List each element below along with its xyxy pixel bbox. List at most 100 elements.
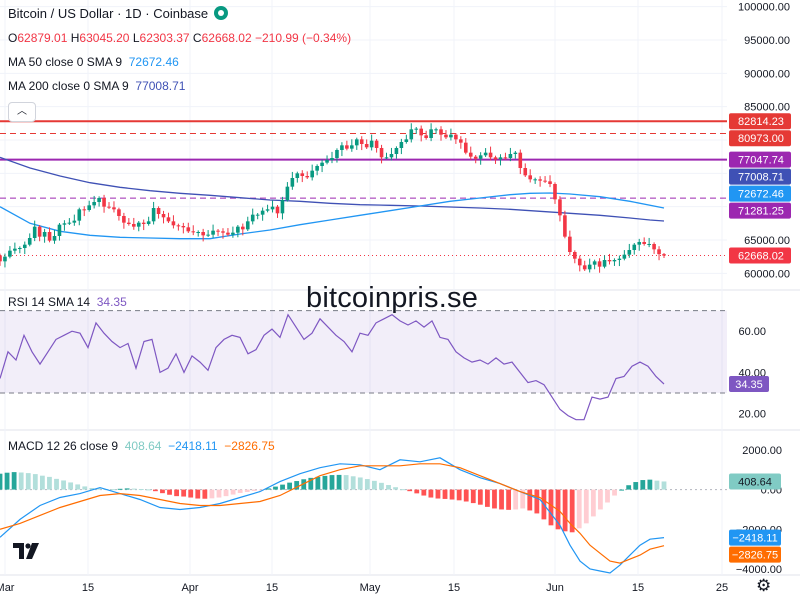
candle-body (488, 152, 493, 158)
candle-body (72, 220, 77, 223)
macd-histogram-bar (237, 489, 243, 493)
candle-body (280, 200, 285, 214)
macd-histogram-bar (25, 473, 31, 490)
macd-tag-label: −2418.11 (732, 533, 777, 545)
candle-body (354, 139, 359, 146)
candle-body (226, 232, 230, 235)
x-tick-label: May (360, 582, 381, 594)
candle-body (632, 244, 637, 250)
candle-body (340, 145, 344, 150)
gear-icon[interactable]: ⚙ (756, 576, 772, 595)
ma200-label: MA 200 close 0 SMA 9 (8, 79, 129, 93)
macd-histogram-bar (89, 488, 95, 490)
macd-histogram-bar (449, 489, 455, 500)
price-axis-label: 65000.00 (744, 235, 790, 247)
macd-histogram-bar (61, 480, 66, 490)
macd-histogram-bar (605, 489, 610, 503)
macd-histogram-bar (534, 489, 540, 514)
candle-body (652, 244, 656, 250)
macd-histogram-bar (287, 482, 293, 490)
chevron-up-icon: ︿ (17, 106, 27, 117)
rsi-value: 34.35 (96, 295, 127, 309)
price-axis-label: 85000.00 (744, 102, 790, 114)
ma200-legend[interactable]: MA 200 close 0 SMA 9 77008.71 (8, 78, 185, 94)
candle-body (463, 142, 468, 153)
candle-body (295, 173, 300, 178)
eye-icon[interactable] (214, 6, 229, 20)
macd-histogram-bar (251, 489, 257, 491)
candle-body (107, 206, 111, 208)
macd-histogram-bar (308, 477, 314, 490)
price-tag (729, 168, 791, 185)
macd-histogram-bar (54, 478, 59, 490)
candle-body (102, 198, 106, 207)
macd-histogram-bar (39, 475, 45, 490)
candle-body (454, 134, 458, 140)
candle-body (127, 222, 131, 224)
macd-label: MACD 12 26 close 9 (8, 439, 119, 453)
macd-histogram-bar (548, 489, 554, 526)
candle-body (533, 179, 537, 181)
x-tick-label: 15 (266, 582, 278, 594)
macd-histogram-bar (131, 488, 137, 490)
macd-histogram-bar (167, 489, 172, 495)
candle-body (191, 231, 196, 233)
ma50-value: 72672.46 (128, 55, 179, 69)
macd-histogram-bar (117, 488, 123, 490)
macd-histogram-bar (654, 480, 660, 490)
candle-body (310, 170, 314, 178)
price-tag (729, 113, 791, 130)
macd-histogram-bar (463, 489, 469, 502)
macd-tag (729, 546, 781, 563)
x-tick-label: Apr (181, 582, 198, 594)
candle-body (444, 134, 448, 138)
candle-body (364, 144, 369, 148)
macd-histogram-bar (612, 489, 617, 496)
macd-histogram-bar (322, 475, 328, 490)
macd-axis-label: −4000.00 (736, 564, 782, 576)
candle-body (166, 217, 171, 222)
price-tag-label: 80973.00 (738, 133, 784, 145)
macd-histogram-bar (583, 489, 589, 524)
macd-legend[interactable]: MACD 12 26 close 9 408.64 −2418.11 −2826… (8, 438, 275, 454)
candle-body (290, 178, 295, 187)
macd-histogram-bar (477, 489, 483, 505)
candle-body (568, 236, 572, 252)
macd-histogram-bar (435, 489, 441, 499)
macd-histogram-bar (11, 472, 17, 490)
price-tag-label: 72672.46 (738, 189, 784, 201)
rsi-legend[interactable]: RSI 14 SMA 14 34.35 (8, 294, 127, 310)
candle-body (315, 166, 319, 171)
macd-histogram-bar (386, 485, 391, 490)
candle-body (57, 224, 62, 236)
candle-body (577, 258, 582, 266)
macd-histogram-bar (174, 489, 179, 497)
price-tag (729, 185, 791, 202)
candle-body (602, 260, 607, 267)
ma50-legend[interactable]: MA 50 close 0 SMA 9 72672.46 (8, 54, 179, 70)
candle-body (47, 232, 52, 241)
symbol-legend[interactable]: Bitcoin / US Dollar · 1D · Coinbase (8, 6, 229, 22)
tradingview-logo-icon[interactable] (12, 540, 40, 562)
candle-body (508, 154, 513, 158)
candle-body (473, 156, 478, 159)
macd-tag-label: 408.64 (738, 476, 772, 488)
macd-histogram-bar (209, 489, 215, 499)
collapse-legend-button[interactable]: ︿ (8, 102, 36, 122)
candle-body (32, 226, 37, 238)
candle-body (374, 140, 379, 148)
macd-tag-label: −2826.75 (732, 550, 778, 562)
macd-histogram-bar (492, 489, 497, 509)
candle-body (27, 238, 32, 245)
candle-body (414, 128, 419, 130)
candle-body (275, 206, 280, 214)
macd-histogram-bar (527, 489, 533, 511)
candle-body (236, 226, 240, 233)
price-tag (729, 130, 791, 147)
macd-histogram-bar (273, 486, 278, 490)
macd-histogram-bar (619, 489, 625, 491)
candle-body (201, 232, 205, 236)
macd-histogram-bar (216, 489, 222, 498)
macd-histogram-bar (110, 489, 116, 491)
